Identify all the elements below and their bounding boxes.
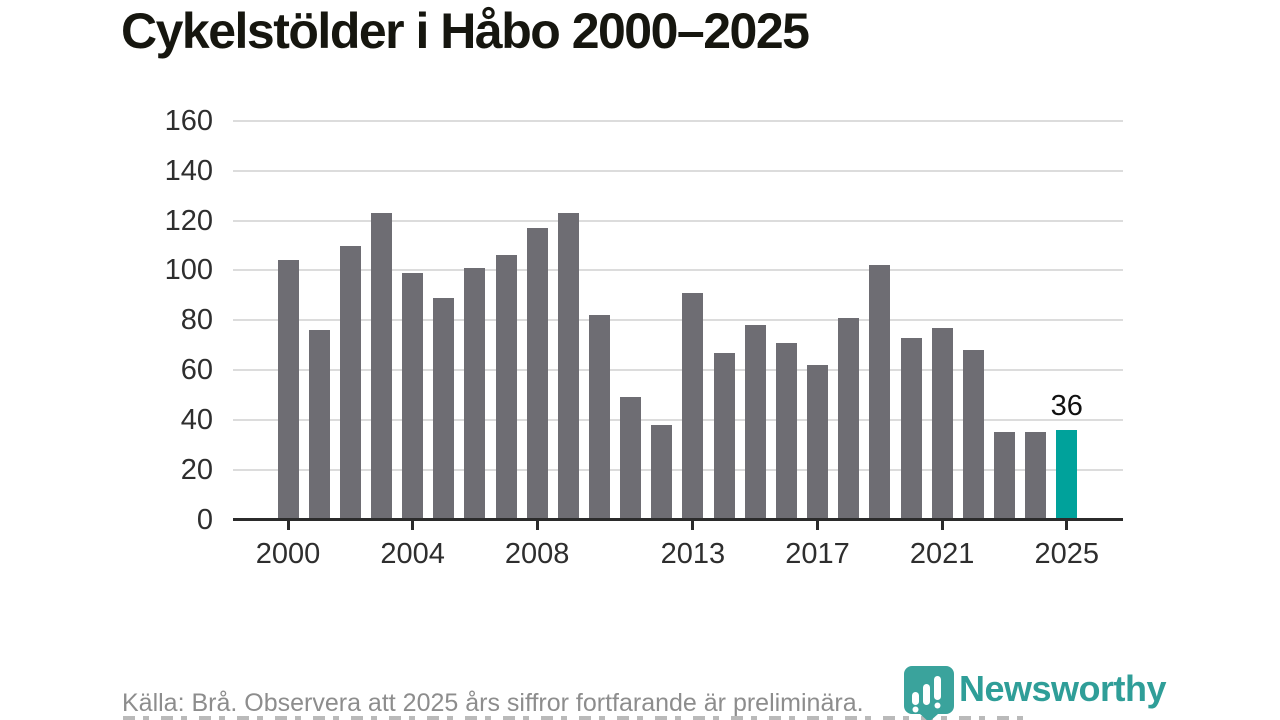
x-axis-tick-2013: [691, 521, 695, 530]
y-axis-tick-label: 20: [180, 453, 213, 486]
x-axis-tick-label: 2008: [504, 538, 570, 570]
x-axis-tick-2021: [940, 521, 944, 530]
bar-2004: [402, 272, 424, 520]
bar-2014: [713, 352, 735, 520]
y-axis-tick-label: 40: [180, 403, 213, 436]
bar-2002: [339, 245, 361, 520]
source-note: Källa: Brå. Observera att 2025 års siffr…: [122, 689, 864, 717]
bar-2010: [589, 315, 610, 520]
bar-2012: [651, 424, 673, 520]
bar-2022: [962, 350, 984, 520]
y-axis-tick-label: 0: [196, 503, 213, 536]
bar-2024: [1025, 432, 1047, 520]
x-axis-tick-2004: [411, 521, 415, 530]
page-title: Cykelstölder i Håbo 2000–2025: [121, 3, 810, 59]
gridline-y-140: [233, 169, 1123, 172]
bar-2011: [620, 397, 642, 520]
x-axis-tick-label: 2021: [909, 538, 975, 570]
y-axis-tick-label: 160: [164, 105, 213, 137]
gridline-y-100: [233, 269, 1123, 272]
bar-2017: [807, 365, 829, 520]
bar-2005: [433, 297, 455, 520]
x-axis-tick-label: 2013: [660, 538, 726, 570]
x-axis-tick-label: 2025: [1034, 538, 1099, 570]
x-axis-tick-2025: [1065, 521, 1069, 530]
cropped-text-line: [123, 716, 1028, 720]
bar-2020: [900, 337, 922, 520]
gridline-y-20: [233, 468, 1123, 471]
gridline-y-80: [233, 319, 1123, 322]
bar-2018: [838, 317, 860, 520]
bar-2003: [370, 213, 392, 520]
bar-value-label: 36: [1050, 389, 1083, 422]
x-axis-tick-label: 2004: [380, 538, 445, 570]
bar-2015: [744, 325, 766, 520]
newsworthy-logo: Newsworthy: [900, 664, 1167, 720]
gridline-y-40: [233, 418, 1123, 421]
bar-2009: [557, 213, 579, 520]
bar-2016: [775, 342, 797, 520]
bar-2013: [682, 292, 704, 520]
gridline-y-160: [233, 120, 1123, 122]
newsworthy-logo-icon: [904, 666, 954, 720]
y-axis-tick-label: 120: [164, 204, 213, 237]
bar-2021: [931, 327, 953, 520]
bar-2006: [464, 267, 486, 520]
bar-2025: [1056, 429, 1078, 520]
newsworthy-logo-text: Newsworthy: [959, 668, 1167, 709]
x-axis-tick-label: 2000: [255, 538, 321, 570]
bar-2008: [526, 228, 548, 520]
x-axis-tick-2017: [816, 521, 820, 530]
bar-2007: [495, 255, 517, 520]
y-axis-tick-label: 140: [164, 154, 213, 187]
y-axis-tick-label: 100: [164, 254, 213, 287]
y-axis-tick-label: 60: [180, 354, 213, 387]
x-axis-tick-label: 2017: [785, 538, 850, 570]
gridline-y-60: [233, 369, 1123, 372]
x-axis-tick-2008: [535, 521, 539, 530]
y-axis-tick-label: 80: [180, 304, 213, 337]
bar-2023: [993, 432, 1015, 520]
x-axis-tick-2000: [286, 521, 290, 530]
bar-2000: [277, 260, 299, 520]
bar-2019: [869, 265, 891, 520]
gridline-y-120: [233, 219, 1123, 222]
x-axis-line: [233, 518, 1123, 521]
bar-2001: [308, 330, 330, 520]
